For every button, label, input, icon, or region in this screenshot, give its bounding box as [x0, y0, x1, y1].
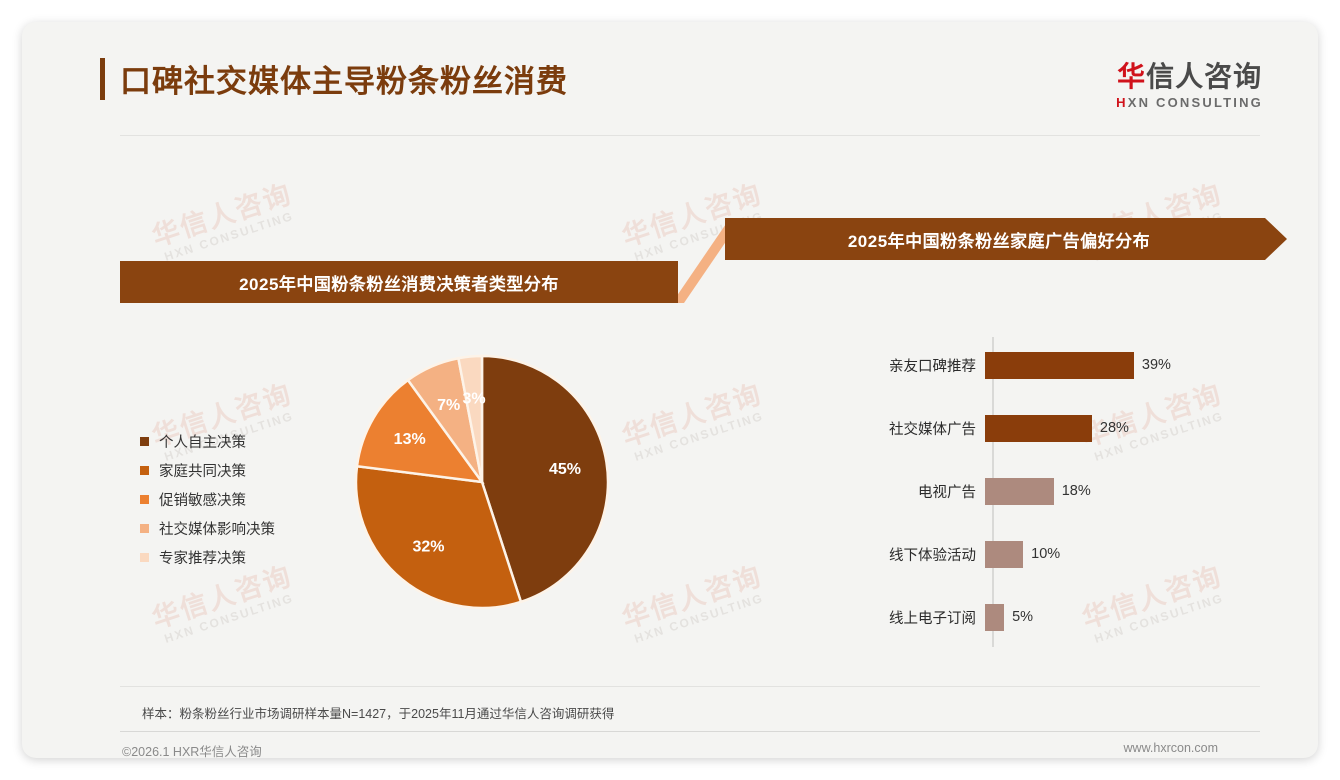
legend-item[interactable]: 个人自主决策 — [140, 427, 275, 456]
bar-value-label: 39% — [1141, 357, 1171, 373]
bar-category-label: 亲友口碑推荐 — [889, 358, 976, 375]
bar-track: 10% — [985, 539, 1227, 569]
bar-track: 5% — [985, 602, 1227, 632]
header-divider — [120, 135, 1260, 136]
bar-fill — [985, 351, 1134, 379]
pie-slice-label: 13% — [394, 431, 426, 448]
page-title: 口碑社交媒体主导粉条粉丝消费 — [120, 64, 568, 99]
logo-en-rest: XN CONSULTING — [1127, 94, 1263, 110]
pie-slice — [456, 354, 484, 483]
pie-chart: 45% 32% 13% 7% 3% — [352, 352, 612, 612]
slide-canvas: 华信人咨询 HXN CONSULTING 华信人咨询 HXN CONSULTING 华信… — [22, 22, 1318, 758]
banner-right: 2025年中国粉条粉丝家庭广告偏好分布 — [725, 218, 1287, 260]
logo-en-red-char: H — [1116, 94, 1128, 110]
website-link[interactable]: www.hxrcon.com — [1123, 741, 1218, 755]
bar-chart-row[interactable]: 线上电子订阅 5% — [867, 602, 1227, 632]
logo-cn-rest: 信人咨询 — [1146, 61, 1263, 92]
bar-chart-row[interactable]: 亲友口碑推荐 39% — [867, 350, 1227, 380]
pie-slice-label: 45% — [549, 461, 581, 478]
bar-category-label: 线下体验活动 — [889, 547, 976, 564]
watermark-english: HXN CONSULTING — [632, 408, 766, 464]
legend-swatch-icon — [140, 553, 149, 562]
legend-swatch-icon — [140, 466, 149, 475]
pie-slice-label: 3% — [463, 390, 486, 407]
banner-right-label: 2025年中国粉条粉丝家庭广告偏好分布 — [847, 231, 1151, 251]
bar-track: 18% — [985, 476, 1227, 506]
pie-slice-label: 7% — [437, 397, 460, 414]
pie-slice — [355, 378, 485, 484]
title-accent-bar — [100, 58, 105, 100]
company-logo: 华信人咨询 HXN CONSULTING — [1116, 61, 1263, 110]
legend-item-label: 家庭共同决策 — [159, 464, 246, 480]
watermark-english: HXN CONSULTING — [632, 590, 766, 646]
watermark-chinese: 华信人咨询 — [148, 178, 296, 253]
legend-item[interactable]: 促销敏感决策 — [140, 485, 275, 514]
banner-left: 2025年中国粉条粉丝消费决策者类型分布 — [120, 261, 678, 303]
watermark-chinese: 华信人咨询 — [618, 560, 766, 635]
slide-header: 口碑社交媒体主导粉条粉丝消费 华信人咨询 HXN CONSULTING — [22, 22, 1318, 136]
bar-chart: 亲友口碑推荐 39% 社交媒体广告 28% 电视广告 18% 线下体验活动 10% 线上电子订阅… — [867, 337, 1227, 647]
legend-item[interactable]: 专家推荐决策 — [140, 543, 275, 572]
bar-category-label: 线上电子订阅 — [889, 610, 976, 627]
bar-value-label: 18% — [1061, 483, 1091, 499]
pie-slice — [480, 354, 610, 604]
logo-cn-red-char: 华 — [1117, 61, 1147, 92]
legend-item-label: 个人自主决策 — [159, 435, 246, 451]
bar-value-label: 5% — [1012, 609, 1034, 625]
footer-divider — [120, 731, 1260, 732]
bar-fill — [985, 414, 1092, 442]
pie-chart-svg: 45% 32% 13% 7% 3% — [354, 354, 610, 610]
bar-fill — [985, 540, 1024, 568]
bar-value-label: 10% — [1031, 546, 1061, 562]
legend-item-label: 社交媒体影响决策 — [159, 522, 275, 538]
legend-item[interactable]: 家庭共同决策 — [140, 456, 275, 485]
note-divider — [120, 686, 1260, 687]
watermark-chinese: 华信人咨询 — [618, 378, 766, 453]
bar-chart-row[interactable]: 电视广告 18% — [867, 476, 1227, 506]
watermark-english: HXN CONSULTING — [162, 208, 296, 264]
bar-fill — [985, 603, 1005, 631]
legend-swatch-icon — [140, 524, 149, 533]
pie-legend: 个人自主决策 家庭共同决策 促销敏感决策社交媒体影响决策 专家推荐决策 — [140, 427, 275, 572]
watermark-english: HXN CONSULTING — [162, 590, 296, 646]
sample-note: 样本：粉条粉丝行业市场调研样本量N=1427，于2025年11月通过华信人咨询调… — [142, 707, 615, 721]
legend-item-label: 专家推荐决策 — [159, 551, 246, 567]
banner-left-label: 2025年中国粉条粉丝消费决策者类型分布 — [239, 274, 559, 294]
bar-value-label: 28% — [1099, 420, 1129, 436]
copyright-text: ©2026.1 HXR华信人咨询 — [122, 745, 262, 758]
bar-fill — [985, 477, 1054, 505]
bar-chart-row[interactable]: 线下体验活动 10% — [867, 539, 1227, 569]
bar-chart-row[interactable]: 社交媒体广告 28% — [867, 413, 1227, 443]
logo-chinese-text: 华信人咨询 — [1116, 61, 1263, 93]
bar-track: 28% — [985, 413, 1227, 443]
bar-category-label: 社交媒体广告 — [889, 421, 976, 438]
logo-english-text: HXN CONSULTING — [1116, 95, 1263, 110]
bar-category-label: 电视广告 — [918, 484, 976, 501]
pie-slice-label: 32% — [412, 539, 444, 556]
bar-track: 39% — [985, 350, 1227, 380]
legend-item-label: 促销敏感决策 — [159, 493, 246, 509]
pie-slice — [354, 464, 523, 610]
legend-swatch-icon — [140, 495, 149, 504]
legend-swatch-icon — [140, 437, 149, 446]
legend-item[interactable]: 社交媒体影响决策 — [140, 514, 275, 543]
